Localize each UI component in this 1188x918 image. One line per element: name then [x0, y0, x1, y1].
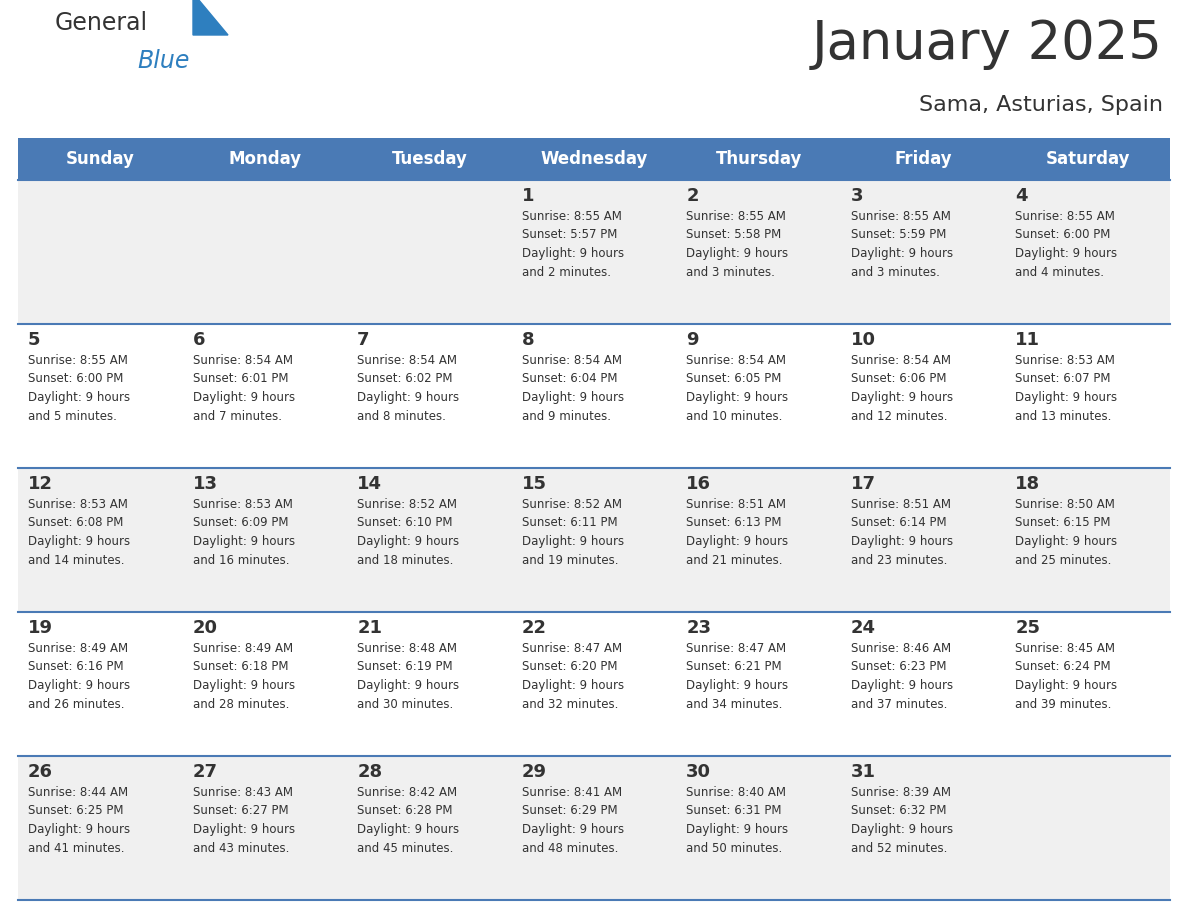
Text: Sunrise: 8:39 AM
Sunset: 6:32 PM
Daylight: 9 hours
and 52 minutes.: Sunrise: 8:39 AM Sunset: 6:32 PM Dayligh…: [851, 786, 953, 855]
Text: Sunrise: 8:51 AM
Sunset: 6:14 PM
Daylight: 9 hours
and 23 minutes.: Sunrise: 8:51 AM Sunset: 6:14 PM Dayligh…: [851, 498, 953, 566]
Text: Sunrise: 8:54 AM
Sunset: 6:06 PM
Daylight: 9 hours
and 12 minutes.: Sunrise: 8:54 AM Sunset: 6:06 PM Dayligh…: [851, 354, 953, 422]
Text: Sunrise: 8:48 AM
Sunset: 6:19 PM
Daylight: 9 hours
and 30 minutes.: Sunrise: 8:48 AM Sunset: 6:19 PM Dayligh…: [358, 642, 460, 711]
Text: Sunrise: 8:52 AM
Sunset: 6:10 PM
Daylight: 9 hours
and 18 minutes.: Sunrise: 8:52 AM Sunset: 6:10 PM Dayligh…: [358, 498, 460, 566]
Text: Sunrise: 8:54 AM
Sunset: 6:02 PM
Daylight: 9 hours
and 8 minutes.: Sunrise: 8:54 AM Sunset: 6:02 PM Dayligh…: [358, 354, 460, 422]
Text: 28: 28: [358, 763, 383, 781]
Bar: [18, 612, 1170, 756]
Text: Saturday: Saturday: [1045, 150, 1130, 168]
Text: Sunrise: 8:41 AM
Sunset: 6:29 PM
Daylight: 9 hours
and 48 minutes.: Sunrise: 8:41 AM Sunset: 6:29 PM Dayligh…: [522, 786, 624, 855]
Text: 30: 30: [687, 763, 712, 781]
Text: Friday: Friday: [895, 150, 952, 168]
Text: Sunrise: 8:52 AM
Sunset: 6:11 PM
Daylight: 9 hours
and 19 minutes.: Sunrise: 8:52 AM Sunset: 6:11 PM Dayligh…: [522, 498, 624, 566]
Text: 12: 12: [29, 475, 53, 493]
Text: Sunrise: 8:47 AM
Sunset: 6:21 PM
Daylight: 9 hours
and 34 minutes.: Sunrise: 8:47 AM Sunset: 6:21 PM Dayligh…: [687, 642, 789, 711]
Text: Tuesday: Tuesday: [392, 150, 467, 168]
Text: Sunrise: 8:49 AM
Sunset: 6:18 PM
Daylight: 9 hours
and 28 minutes.: Sunrise: 8:49 AM Sunset: 6:18 PM Dayligh…: [192, 642, 295, 711]
Text: 14: 14: [358, 475, 383, 493]
Bar: [18, 180, 1170, 324]
Text: 5: 5: [29, 331, 40, 349]
Text: 29: 29: [522, 763, 546, 781]
Text: Sunrise: 8:47 AM
Sunset: 6:20 PM
Daylight: 9 hours
and 32 minutes.: Sunrise: 8:47 AM Sunset: 6:20 PM Dayligh…: [522, 642, 624, 711]
Bar: [841, 138, 1005, 180]
Text: Sunrise: 8:40 AM
Sunset: 6:31 PM
Daylight: 9 hours
and 50 minutes.: Sunrise: 8:40 AM Sunset: 6:31 PM Dayligh…: [687, 786, 789, 855]
Text: Sunrise: 8:53 AM
Sunset: 6:09 PM
Daylight: 9 hours
and 16 minutes.: Sunrise: 8:53 AM Sunset: 6:09 PM Dayligh…: [192, 498, 295, 566]
Text: Sunrise: 8:54 AM
Sunset: 6:04 PM
Daylight: 9 hours
and 9 minutes.: Sunrise: 8:54 AM Sunset: 6:04 PM Dayligh…: [522, 354, 624, 422]
Text: 16: 16: [687, 475, 712, 493]
Text: 7: 7: [358, 331, 369, 349]
Text: Thursday: Thursday: [715, 150, 802, 168]
Text: 2: 2: [687, 187, 699, 205]
Text: Sunrise: 8:55 AM
Sunset: 6:00 PM
Daylight: 9 hours
and 5 minutes.: Sunrise: 8:55 AM Sunset: 6:00 PM Dayligh…: [29, 354, 131, 422]
Text: Sunrise: 8:51 AM
Sunset: 6:13 PM
Daylight: 9 hours
and 21 minutes.: Sunrise: 8:51 AM Sunset: 6:13 PM Dayligh…: [687, 498, 789, 566]
Bar: [18, 756, 1170, 900]
Text: Sunrise: 8:46 AM
Sunset: 6:23 PM
Daylight: 9 hours
and 37 minutes.: Sunrise: 8:46 AM Sunset: 6:23 PM Dayligh…: [851, 642, 953, 711]
Text: General: General: [55, 11, 148, 35]
Text: Sunrise: 8:55 AM
Sunset: 5:59 PM
Daylight: 9 hours
and 3 minutes.: Sunrise: 8:55 AM Sunset: 5:59 PM Dayligh…: [851, 210, 953, 278]
Text: 21: 21: [358, 619, 383, 637]
Text: 4: 4: [1016, 187, 1028, 205]
Text: 8: 8: [522, 331, 535, 349]
Text: 26: 26: [29, 763, 53, 781]
Text: 9: 9: [687, 331, 699, 349]
Text: 22: 22: [522, 619, 546, 637]
Text: 1: 1: [522, 187, 535, 205]
Text: 23: 23: [687, 619, 712, 637]
Bar: [183, 138, 347, 180]
Text: Sunrise: 8:42 AM
Sunset: 6:28 PM
Daylight: 9 hours
and 45 minutes.: Sunrise: 8:42 AM Sunset: 6:28 PM Dayligh…: [358, 786, 460, 855]
Polygon shape: [192, 0, 228, 35]
Bar: [512, 138, 676, 180]
Bar: [18, 468, 1170, 612]
Text: Sunday: Sunday: [65, 150, 134, 168]
Text: 24: 24: [851, 619, 876, 637]
Text: Sunrise: 8:54 AM
Sunset: 6:01 PM
Daylight: 9 hours
and 7 minutes.: Sunrise: 8:54 AM Sunset: 6:01 PM Dayligh…: [192, 354, 295, 422]
Text: Sunrise: 8:55 AM
Sunset: 5:57 PM
Daylight: 9 hours
and 2 minutes.: Sunrise: 8:55 AM Sunset: 5:57 PM Dayligh…: [522, 210, 624, 278]
Text: January 2025: January 2025: [813, 18, 1163, 70]
Text: Sunrise: 8:49 AM
Sunset: 6:16 PM
Daylight: 9 hours
and 26 minutes.: Sunrise: 8:49 AM Sunset: 6:16 PM Dayligh…: [29, 642, 131, 711]
Text: Monday: Monday: [228, 150, 302, 168]
Text: 18: 18: [1016, 475, 1041, 493]
Text: Sama, Asturias, Spain: Sama, Asturias, Spain: [920, 95, 1163, 115]
Text: 6: 6: [192, 331, 206, 349]
Text: 25: 25: [1016, 619, 1041, 637]
Text: 13: 13: [192, 475, 217, 493]
Text: 27: 27: [192, 763, 217, 781]
Text: 3: 3: [851, 187, 864, 205]
Text: Sunrise: 8:55 AM
Sunset: 5:58 PM
Daylight: 9 hours
and 3 minutes.: Sunrise: 8:55 AM Sunset: 5:58 PM Dayligh…: [687, 210, 789, 278]
Text: Sunrise: 8:54 AM
Sunset: 6:05 PM
Daylight: 9 hours
and 10 minutes.: Sunrise: 8:54 AM Sunset: 6:05 PM Dayligh…: [687, 354, 789, 422]
Bar: [18, 138, 183, 180]
Bar: [1005, 138, 1170, 180]
Bar: [676, 138, 841, 180]
Text: Sunrise: 8:43 AM
Sunset: 6:27 PM
Daylight: 9 hours
and 43 minutes.: Sunrise: 8:43 AM Sunset: 6:27 PM Dayligh…: [192, 786, 295, 855]
Text: Sunrise: 8:55 AM
Sunset: 6:00 PM
Daylight: 9 hours
and 4 minutes.: Sunrise: 8:55 AM Sunset: 6:00 PM Dayligh…: [1016, 210, 1118, 278]
Text: 20: 20: [192, 619, 217, 637]
Text: Sunrise: 8:45 AM
Sunset: 6:24 PM
Daylight: 9 hours
and 39 minutes.: Sunrise: 8:45 AM Sunset: 6:24 PM Dayligh…: [1016, 642, 1118, 711]
Bar: [18, 324, 1170, 468]
Text: Wednesday: Wednesday: [541, 150, 647, 168]
Text: Sunrise: 8:53 AM
Sunset: 6:07 PM
Daylight: 9 hours
and 13 minutes.: Sunrise: 8:53 AM Sunset: 6:07 PM Dayligh…: [1016, 354, 1118, 422]
Text: Blue: Blue: [137, 49, 189, 73]
Text: Sunrise: 8:53 AM
Sunset: 6:08 PM
Daylight: 9 hours
and 14 minutes.: Sunrise: 8:53 AM Sunset: 6:08 PM Dayligh…: [29, 498, 131, 566]
Text: 31: 31: [851, 763, 876, 781]
Text: 15: 15: [522, 475, 546, 493]
Text: Sunrise: 8:50 AM
Sunset: 6:15 PM
Daylight: 9 hours
and 25 minutes.: Sunrise: 8:50 AM Sunset: 6:15 PM Dayligh…: [1016, 498, 1118, 566]
Text: 10: 10: [851, 331, 876, 349]
Text: 11: 11: [1016, 331, 1041, 349]
Text: 19: 19: [29, 619, 53, 637]
Text: 17: 17: [851, 475, 876, 493]
Bar: [347, 138, 512, 180]
Text: Sunrise: 8:44 AM
Sunset: 6:25 PM
Daylight: 9 hours
and 41 minutes.: Sunrise: 8:44 AM Sunset: 6:25 PM Dayligh…: [29, 786, 131, 855]
